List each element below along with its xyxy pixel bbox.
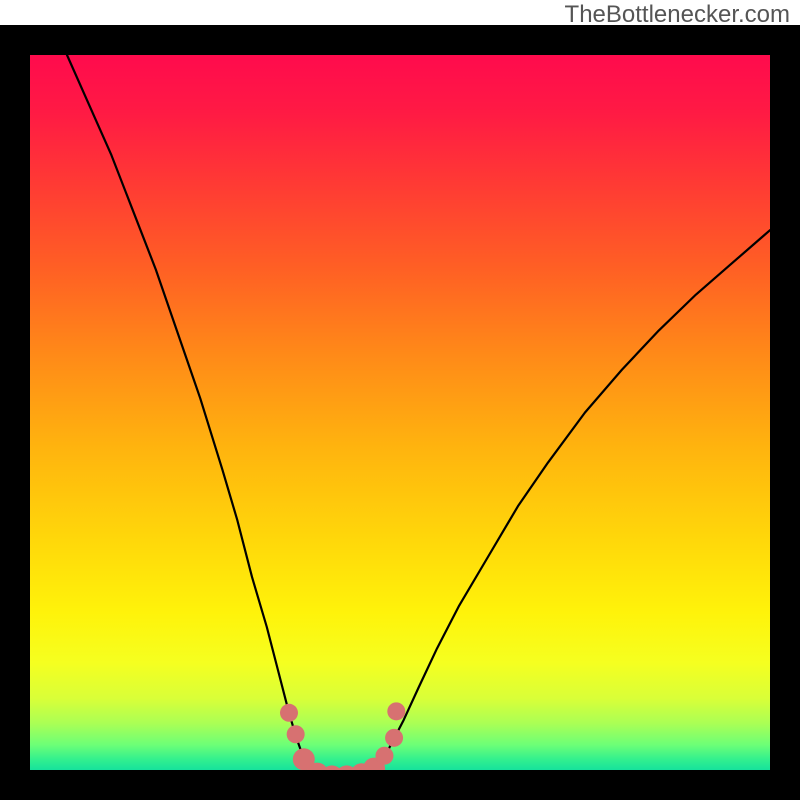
curve-marker: [280, 704, 298, 722]
curve-layer: [30, 55, 770, 770]
bottleneck-curve: [67, 55, 770, 770]
curve-marker: [385, 729, 403, 747]
curve-marker: [375, 747, 393, 765]
curve-marker: [387, 702, 405, 720]
marker-group: [280, 702, 405, 770]
stage: TheBottlenecker.com: [0, 0, 800, 800]
curve-marker: [287, 725, 305, 743]
plot-area: [30, 55, 770, 770]
